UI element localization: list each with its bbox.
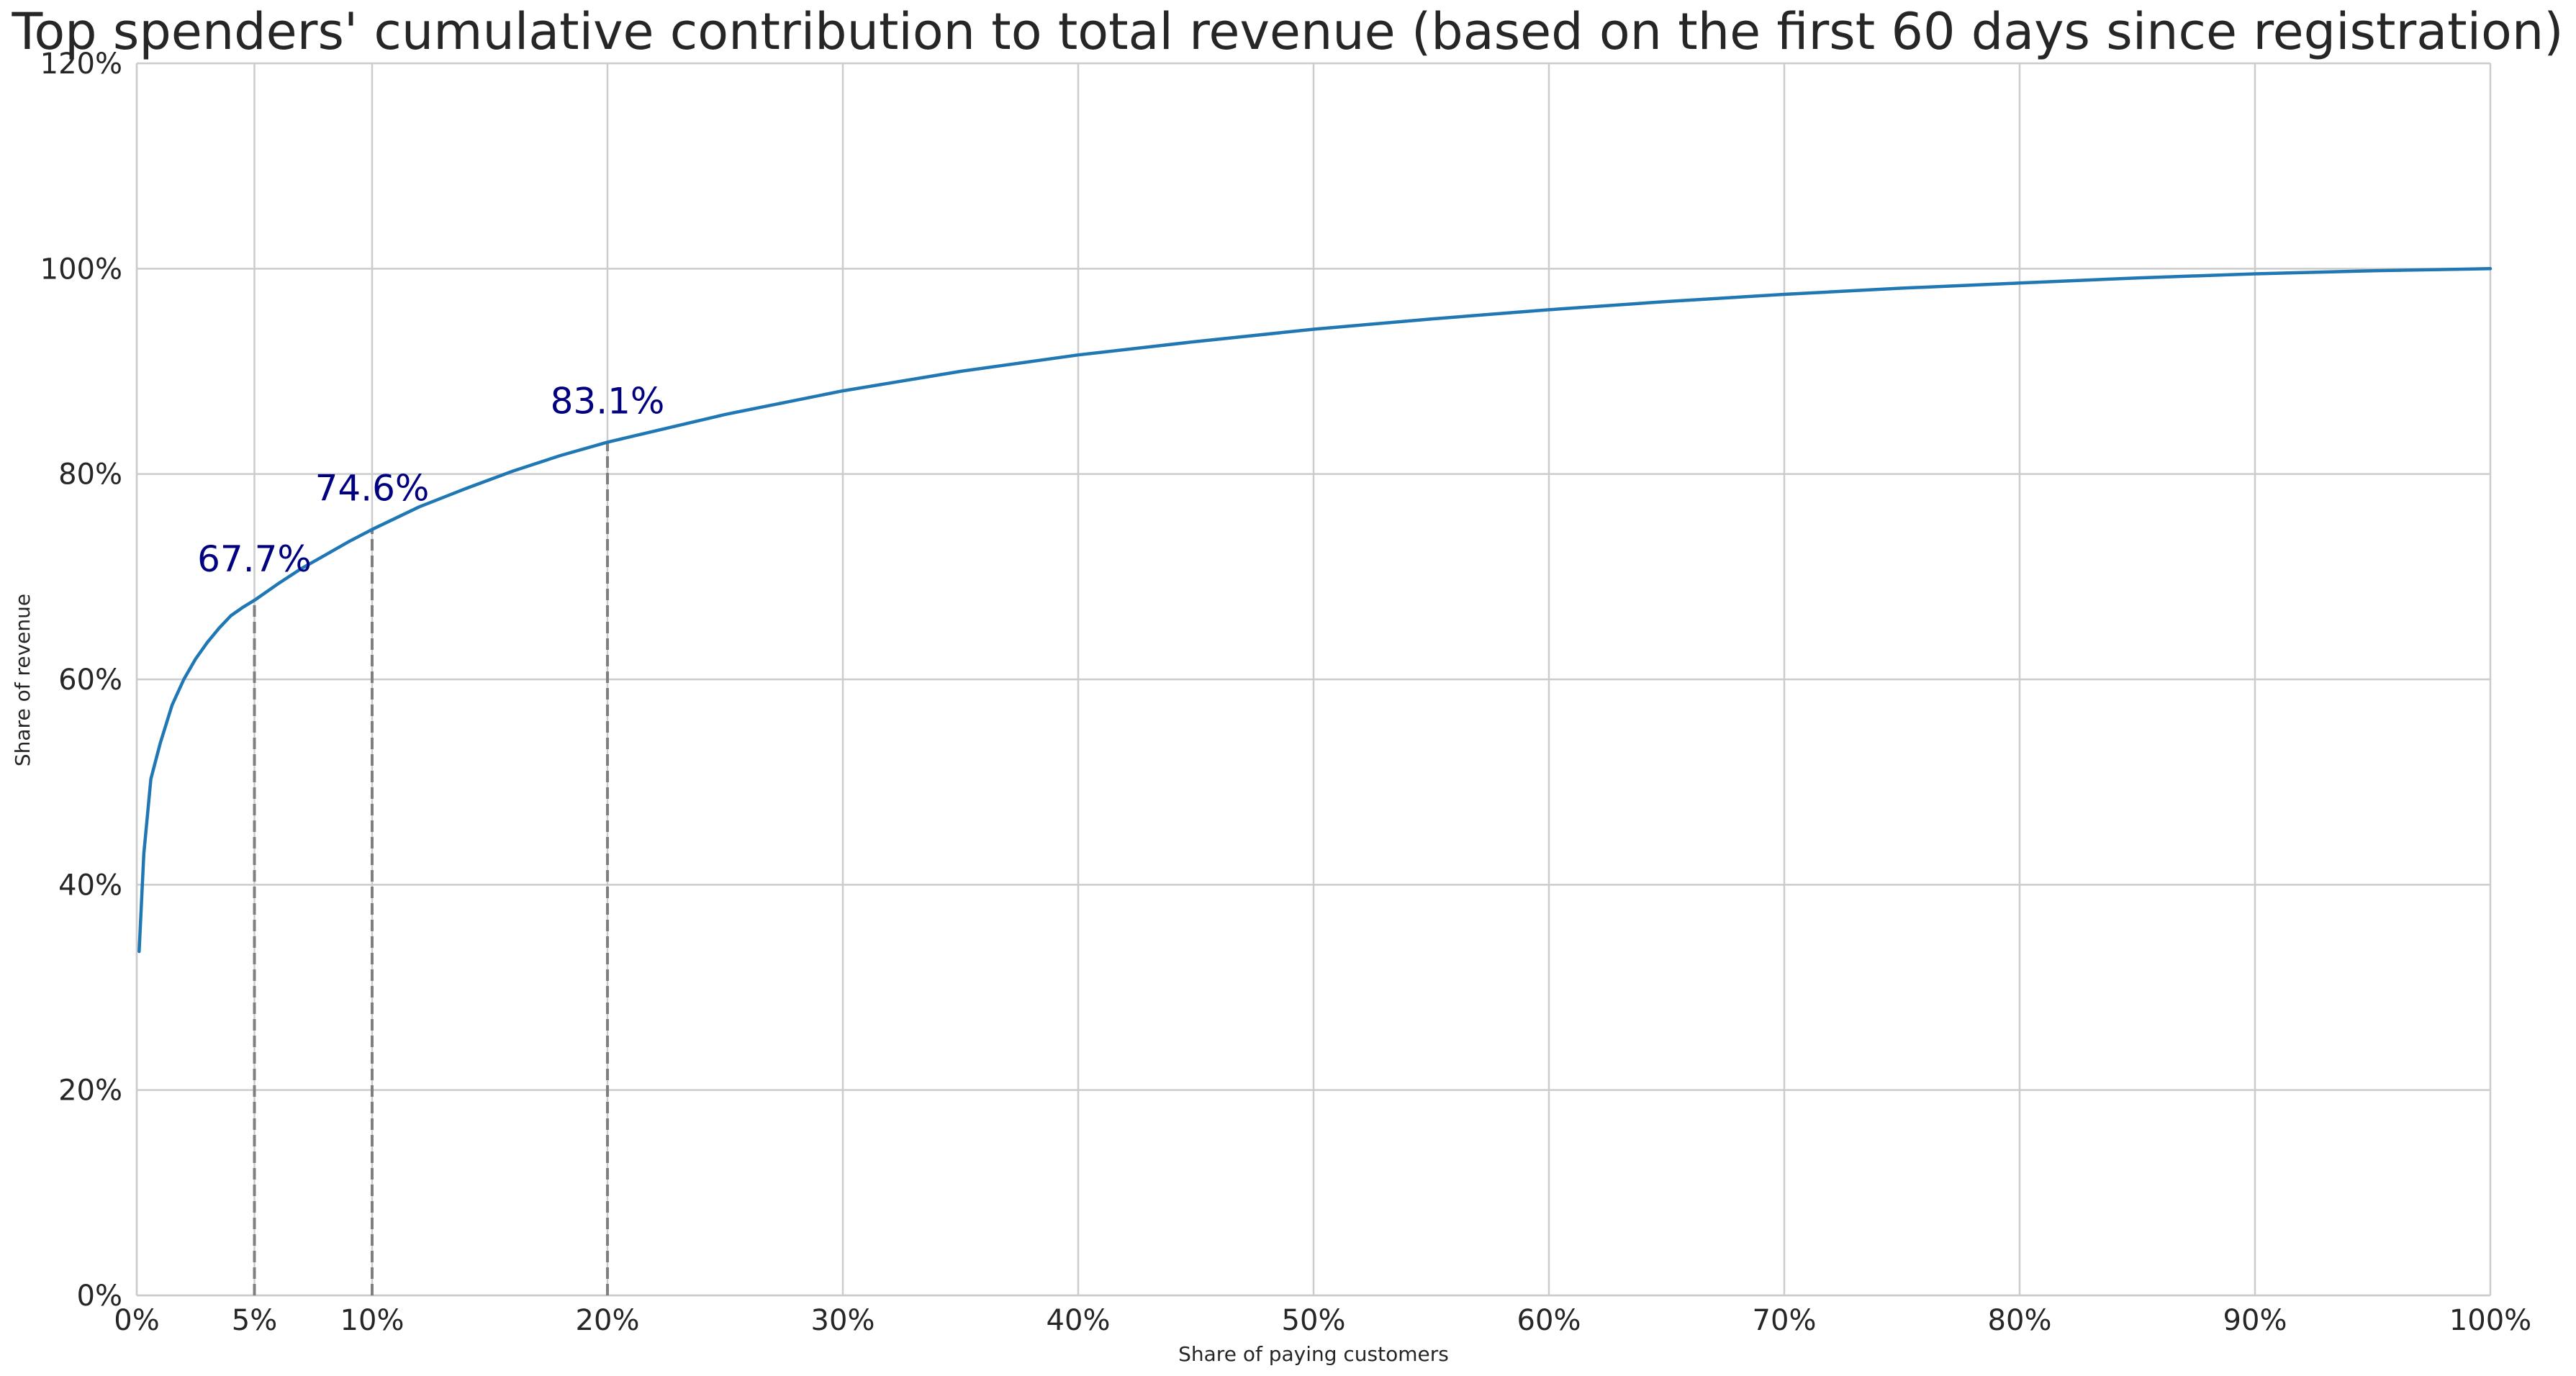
y-tick-label: 120% [40,47,122,81]
x-tick-label: 60% [1517,1304,1581,1337]
chart-title: Top spenders' cumulative contribution to… [11,2,2563,61]
reference-lines [253,442,609,1295]
x-tick-label: 80% [1988,1304,2052,1337]
grid-lines [135,62,2492,1297]
annotation-label: 83.1% [551,380,665,422]
annotation-label: 67.7% [197,538,312,580]
series-layer [137,267,2493,954]
y-tick-label: 80% [58,458,122,492]
x-axis-title: Share of paying customers [1178,1342,1449,1366]
x-tick-label: 40% [1047,1304,1111,1337]
tick-labels: 0% 5% 10% 20% 30% 40% 50% 60% 70% 80% 90% 100% 0% 20%… [40,47,2532,1337]
y-axis-title: Share of revenue [11,594,35,766]
y-tick-label: 20% [58,1074,122,1108]
cumulative-revenue-line [137,267,2493,954]
y-tick-label: 100% [40,253,122,286]
plot-frame [135,63,2490,1297]
x-tick-label: 70% [1753,1304,1817,1337]
x-tick-label: 0% [114,1304,159,1337]
x-tick-label: 10% [340,1304,405,1337]
x-tick-label: 5% [232,1304,277,1337]
x-tick-label: 30% [811,1304,875,1337]
y-tick-label: 0% [77,1280,122,1313]
x-tick-label: 90% [2223,1304,2287,1337]
x-tick-label: 20% [576,1304,640,1337]
x-tick-label: 100% [2449,1304,2531,1337]
annotation-label: 74.6% [315,468,430,510]
y-tick-label: 40% [58,869,122,902]
annotation-labels: 67.7%74.6% 83.1% [197,380,664,580]
x-tick-label: 50% [1282,1304,1346,1337]
y-tick-label: 60% [58,664,122,697]
